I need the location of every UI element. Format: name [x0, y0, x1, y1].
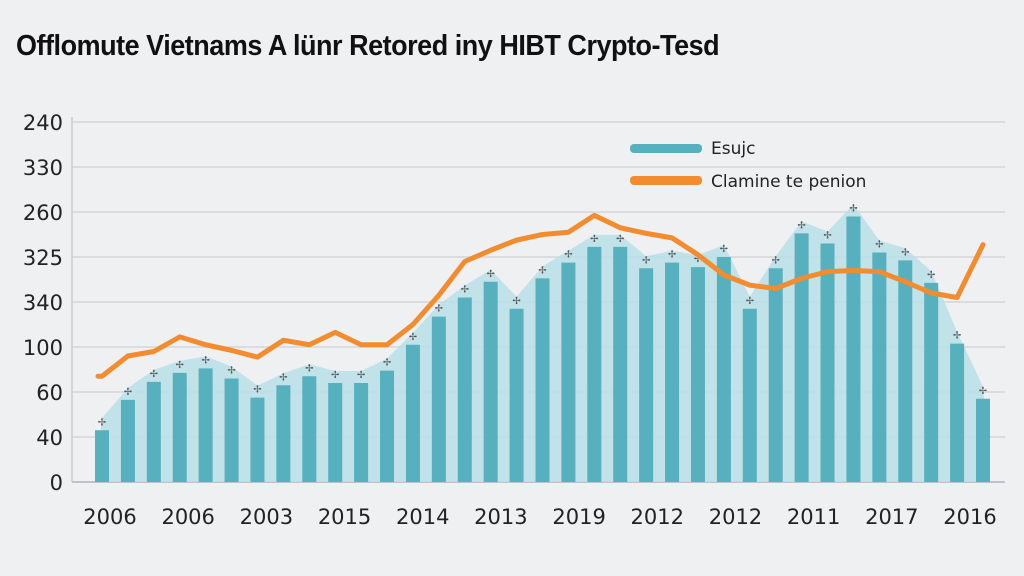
bar — [846, 216, 861, 482]
bar — [950, 343, 965, 482]
bar-marker-icon: ✢ — [98, 417, 106, 428]
bar — [665, 262, 680, 482]
bar-marker-icon: ✢ — [227, 366, 235, 377]
bar — [561, 262, 576, 482]
bar — [872, 252, 887, 482]
legend: Esujc Clamine te penion — [630, 139, 866, 192]
x-tick-label: 2017 — [865, 505, 918, 529]
bar-marker-icon: ✢ — [279, 372, 287, 383]
bar-marker-icon: ✢ — [124, 387, 132, 398]
bar-marker-icon: ✢ — [253, 385, 261, 396]
bar — [405, 344, 420, 482]
chart-title: Offlomute Vietnams A lünr Retored iny HI… — [16, 30, 720, 62]
bar-marker-icon: ✢ — [668, 250, 676, 261]
bar-marker-icon: ✢ — [720, 244, 728, 255]
x-tick-label: 2006 — [83, 505, 136, 529]
bar — [509, 308, 524, 482]
bar — [431, 316, 446, 482]
x-tick-label: 2019 — [552, 505, 605, 529]
bar-marker-icon: ✢ — [305, 363, 313, 374]
bar — [976, 398, 990, 482]
legend-label-line: Clamine te penion — [711, 172, 866, 192]
x-tick-label: 2014 — [396, 505, 449, 529]
bar-marker-icon: ✢ — [953, 331, 961, 342]
bar — [794, 233, 809, 482]
y-tick-label: 260 — [23, 201, 63, 225]
x-tick-label: 2013 — [474, 505, 527, 529]
y-tick-label: 60 — [36, 381, 63, 405]
legend-swatch-bar — [630, 144, 702, 153]
bar-marker-icon: ✢ — [461, 285, 469, 296]
bar — [198, 368, 213, 482]
bar-marker-icon: ✢ — [564, 250, 572, 261]
y-tick-label: 330 — [23, 156, 63, 180]
bar-marker-icon: ✢ — [901, 247, 909, 258]
bar — [120, 399, 135, 482]
legend-label-bar: Esujc — [711, 139, 755, 159]
bar — [535, 278, 550, 482]
bar-marker-icon: ✢ — [538, 265, 546, 276]
y-tick-label: 340 — [23, 291, 63, 315]
bar — [820, 243, 835, 482]
bar-marker-icon: ✢ — [357, 370, 365, 381]
bar — [95, 430, 109, 482]
y-tick-label: 0 — [50, 471, 63, 495]
bar — [483, 281, 498, 482]
bar — [224, 378, 239, 482]
bar-marker-icon: ✢ — [201, 355, 209, 366]
bar — [250, 397, 265, 482]
bar-marker-icon: ✢ — [486, 269, 494, 280]
bar-marker-icon: ✢ — [331, 370, 339, 381]
bar — [146, 381, 161, 482]
bar-marker-icon: ✢ — [590, 234, 598, 245]
bar-marker-icon: ✢ — [823, 231, 831, 242]
bar-marker-icon: ✢ — [176, 360, 184, 371]
bar-marker-icon: ✢ — [150, 369, 158, 380]
x-tick-label: 2003 — [240, 505, 293, 529]
bar-marker-icon: ✢ — [979, 386, 987, 397]
bar — [587, 246, 602, 482]
x-tick-label: 2011 — [787, 505, 840, 529]
bar-marker-icon: ✢ — [642, 255, 650, 266]
bar — [328, 383, 343, 482]
bar-marker-icon: ✢ — [849, 204, 857, 215]
x-tick-label: 2012 — [631, 505, 684, 529]
y-tick-label: 100 — [23, 336, 63, 360]
y-tick-label: 240 — [23, 111, 63, 135]
x-tick-label: 2015 — [318, 505, 371, 529]
bar-marker-icon: ✢ — [383, 358, 391, 369]
bar-marker-icon: ✢ — [512, 296, 520, 307]
bar — [690, 267, 705, 482]
x-tick-label: 2016 — [943, 505, 996, 529]
bar-marker-icon: ✢ — [409, 332, 417, 343]
bar — [898, 260, 913, 482]
bar — [613, 246, 628, 482]
bar — [276, 385, 291, 482]
bar — [302, 376, 317, 482]
bar-marker-icon: ✢ — [435, 304, 443, 315]
bar — [768, 268, 783, 482]
bar-marker-icon: ✢ — [694, 254, 702, 265]
bar — [380, 370, 395, 482]
bar — [742, 308, 757, 482]
line-series — [95, 212, 986, 379]
bar — [924, 282, 939, 482]
bar — [639, 268, 654, 482]
y-tick-label: 40 — [36, 426, 63, 450]
legend-swatch-line — [630, 176, 702, 185]
bar — [172, 372, 187, 482]
bar-marker-icon: ✢ — [797, 220, 805, 231]
bar-marker-icon: ✢ — [927, 270, 935, 281]
bar — [716, 257, 731, 482]
x-tick-label: 2012 — [709, 505, 762, 529]
bar-marker-icon: ✢ — [616, 234, 624, 245]
bar-marker-icon: ✢ — [746, 296, 754, 307]
y-tick-label: 325 — [23, 246, 63, 270]
x-tick-label: 2006 — [161, 505, 214, 529]
bar — [354, 383, 369, 482]
bar-marker-icon: ✢ — [875, 240, 883, 251]
bar-marker-icon: ✢ — [772, 255, 780, 266]
bar — [457, 297, 472, 482]
